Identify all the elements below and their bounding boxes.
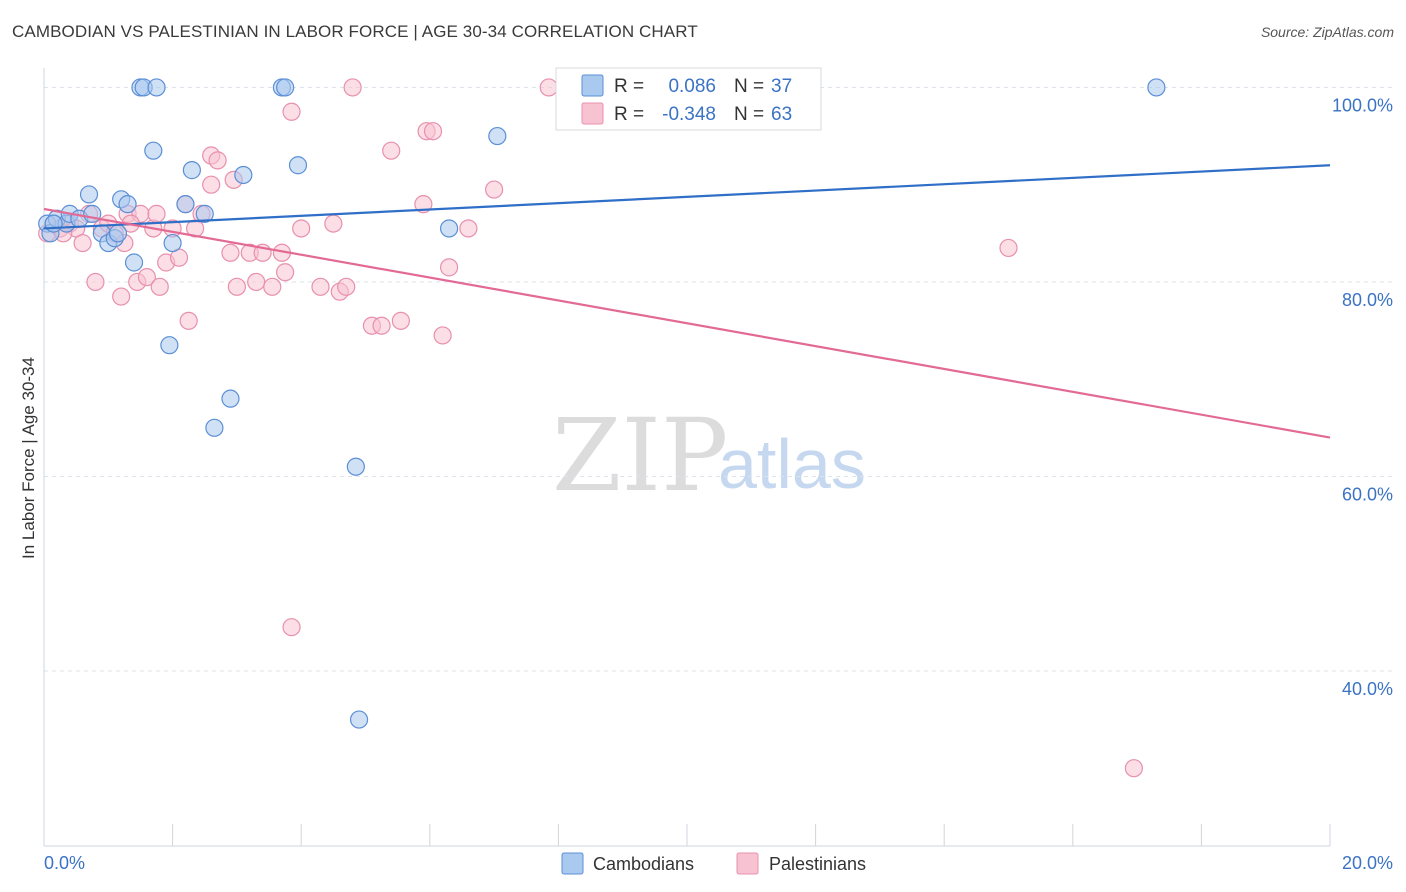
cambodians-legend-swatch xyxy=(561,852,584,875)
palestinian-point xyxy=(86,272,105,292)
series-legend: Cambodians Palestinians xyxy=(561,852,866,875)
palestinian-n-label: N = xyxy=(734,104,764,125)
palestinian-point xyxy=(324,214,343,233)
y-tick-label: 40.0% xyxy=(1342,679,1393,699)
chart-title: CAMBODIAN VS PALESTINIAN IN LABOR FORCE … xyxy=(12,22,698,41)
palestinian-point xyxy=(343,78,362,97)
y-tick-label: 60.0% xyxy=(1342,484,1393,504)
cambodian-point xyxy=(147,78,166,97)
palestinian-point xyxy=(292,219,311,238)
cambodian-point xyxy=(346,457,365,476)
palestinian-point xyxy=(263,277,282,296)
palestinians-legend-swatch xyxy=(736,852,759,875)
palestinian-point xyxy=(382,141,401,160)
palestinian-point xyxy=(311,277,330,296)
cambodian-point xyxy=(195,204,214,223)
palestinian-point xyxy=(459,219,478,238)
watermark-zip: ZIP xyxy=(552,397,728,514)
palestinian-point xyxy=(999,238,1018,258)
palestinian-point xyxy=(391,311,410,330)
palestinian-point xyxy=(202,175,221,194)
stats-legend: R = 0.086 N = 37 R = -0.348 N = 63 xyxy=(555,67,822,131)
palestinian-point xyxy=(208,151,227,170)
palestinian-point xyxy=(73,233,92,253)
palestinian-legend-swatch xyxy=(581,102,604,125)
palestinian-point xyxy=(112,287,131,306)
palestinian-point xyxy=(221,243,240,262)
palestinian-point xyxy=(433,326,452,345)
palestinian-point xyxy=(227,277,246,296)
cambodian-point xyxy=(439,219,459,238)
palestinian-point xyxy=(372,316,391,335)
cambodian-point xyxy=(205,418,224,437)
cambodian-point xyxy=(163,233,182,253)
cambodian-n-label: N = xyxy=(734,76,764,97)
palestinian-n-value: 63 xyxy=(771,104,792,125)
x-ticks xyxy=(43,824,1331,846)
cambodian-point xyxy=(44,214,63,233)
palestinian-point xyxy=(539,78,558,97)
cambodian-point xyxy=(488,126,507,146)
cambodian-r-label: R = xyxy=(614,76,644,97)
cambodian-n-value: 37 xyxy=(771,76,792,97)
y-tick-labels: 40.0% 60.0% 80.0% 100.0% xyxy=(1332,95,1393,699)
palestinian-point xyxy=(423,122,443,141)
palestinian-point xyxy=(147,204,166,223)
trend-lines xyxy=(43,164,1331,439)
palestinian-point xyxy=(439,258,459,277)
palestinian-point xyxy=(137,267,156,287)
cambodian-point xyxy=(79,185,99,204)
palestinians-legend-label: Palestinians xyxy=(769,854,866,874)
cambodian-point xyxy=(276,78,295,97)
palestinian-r-label: R = xyxy=(614,104,644,125)
watermark-atlas: atlas xyxy=(718,425,866,503)
cambodian-point xyxy=(1147,78,1166,97)
cambodian-point xyxy=(118,195,137,214)
palestinian-point xyxy=(282,102,301,121)
cambodian-point xyxy=(144,141,163,160)
x-tick-label-min: 0.0% xyxy=(44,853,85,873)
cambodian-point xyxy=(182,161,201,180)
x-tick-label-max: 20.0% xyxy=(1342,853,1393,873)
source-label: Source: ZipAtlas.com xyxy=(1260,24,1394,40)
y-tick-label: 100.0% xyxy=(1332,95,1393,115)
palestinian-r-value: -0.348 xyxy=(662,104,716,125)
cambodian-point xyxy=(108,224,128,243)
palestinian-point xyxy=(337,277,356,296)
y-tick-label: 80.0% xyxy=(1342,290,1393,310)
y-axis-label: In Labor Force | Age 30-34 xyxy=(19,357,38,559)
palestinian-point xyxy=(179,311,198,330)
palestinian-point xyxy=(150,277,169,296)
cambodian-trend-line xyxy=(43,164,1331,230)
cambodian-point xyxy=(83,204,102,223)
palestinian-point xyxy=(247,272,266,292)
cambodian-point xyxy=(349,710,369,729)
palestinian-trend-line xyxy=(43,207,1331,439)
cambodians-legend-label: Cambodians xyxy=(593,854,694,874)
cambodian-point xyxy=(124,253,144,272)
palestinian-point xyxy=(485,180,504,199)
cambodian-point xyxy=(160,336,179,355)
cambodian-point xyxy=(288,156,308,175)
palestinian-point xyxy=(1124,759,1143,778)
palestinian-point xyxy=(276,263,295,282)
cambodian-legend-swatch xyxy=(581,74,604,97)
palestinian-point xyxy=(282,618,301,637)
cambodian-point xyxy=(221,389,240,408)
cambodian-point xyxy=(176,195,195,214)
palestinian-point xyxy=(414,195,433,214)
cambodian-point xyxy=(234,165,253,185)
cambodian-r-value: 0.086 xyxy=(668,76,716,97)
